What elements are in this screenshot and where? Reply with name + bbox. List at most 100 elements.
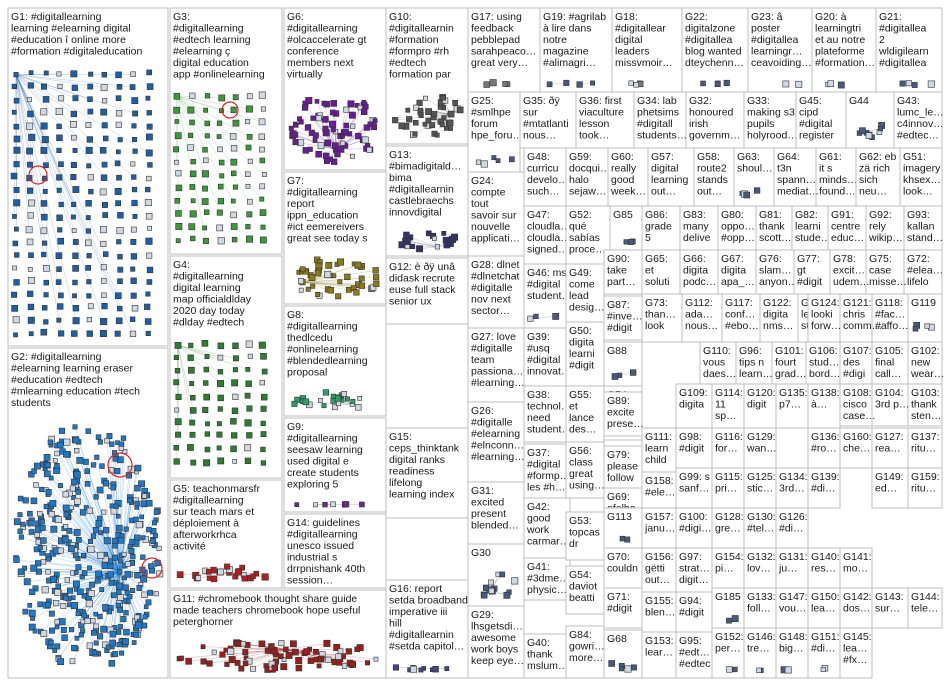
graph-node [247,198,253,205]
cluster-label: G112: ada… nous… [685,297,718,332]
graph-node [27,110,34,118]
graph-node [87,545,95,553]
graph-node [189,119,195,126]
graph-node [820,666,826,672]
cluster-g25: G25: #smlhpe forum hpe_foru… [467,91,523,173]
graph-node [102,555,109,563]
graph-node [72,148,78,153]
graph-node [246,134,253,140]
graph-node [62,491,69,498]
graph-node [784,666,792,674]
cluster-box [603,249,643,295]
graph-node [344,273,351,280]
graph-node [146,110,152,116]
cluster-label: G149: ed… [875,471,904,495]
graph-node [11,291,18,298]
graph-node [40,227,48,235]
cluster-label: G62: eb zä rich sich neu… [859,151,897,198]
graph-node [117,305,123,312]
cluster-g81: G81: thank scott… [755,205,793,251]
graph-node [90,462,97,468]
cluster-g42: G42: good work carmar… [523,497,571,559]
graph-node [52,457,58,463]
cluster-g2: G2: #digitallearning #elearning learning … [7,347,169,679]
cluster-box [759,293,799,343]
graph-node [131,97,139,104]
graph-node [100,174,108,181]
cluster-g63: G63: shoul… [733,147,775,207]
graph-node [101,509,107,515]
graph-node [337,648,344,655]
graph-node [86,330,93,337]
graph-node [117,569,123,575]
graph-node [359,501,365,508]
cluster-box [681,293,723,343]
graph-node [345,286,352,293]
cluster-label: G103: thank sten… [911,387,941,422]
graph-node [362,103,369,110]
cluster-g126: G126: #di… [775,507,809,549]
graph-node [66,527,73,534]
graph-node [129,538,136,545]
graph-node [27,266,33,272]
graph-node [392,664,400,671]
graph-node [239,564,246,571]
cluster-label: G102: new wear… [910,345,944,380]
graph-node [187,444,194,451]
graph-node [11,109,17,115]
cluster-box [523,385,571,443]
cluster-label: G68 [607,633,627,645]
graph-node [84,617,91,625]
graph-node [189,381,195,386]
graph-node [43,279,49,286]
cluster-g106: G106: stud… bord… [805,341,841,385]
graph-node [107,571,114,578]
graph-node [115,110,123,117]
graph-node [134,464,142,472]
cluster-label: G19: #agrilab à lire dans notre magazine #al… [543,11,606,69]
cluster-label: G104: 3rd p… [875,387,909,411]
graph-node [40,559,47,565]
cluster-label: G107: des #digi [843,345,872,380]
cluster-box [807,587,841,629]
cluster-label: G49: come lead desig… [569,267,605,314]
graph-node [527,315,534,322]
cluster-label: G67: digita apa_… [721,253,755,288]
cluster-label: G57: digital learning out… [651,151,689,198]
cluster-box [827,205,867,251]
graph-node [332,404,338,411]
graph-node [106,494,112,500]
graph-node [260,224,266,230]
cluster-g154: G154: pi… [711,547,745,589]
graph-node [189,170,197,178]
graph-node [73,471,81,479]
graph-node [316,663,322,669]
graph-node [315,115,322,122]
graph-node [298,287,304,293]
cluster-g159: G159: ritu… [907,467,943,509]
graph-node [60,602,67,609]
graph-node [27,161,33,168]
graph-node [116,227,124,235]
cluster-g76: G76: slam… anyon… [755,249,798,295]
cluster-box [565,511,605,561]
graph-node [13,199,21,207]
graph-node [23,578,31,586]
cluster-g145: G145: lea… #fx… [839,627,873,679]
graph-node [258,118,266,126]
cluster-g39: G39: #usq #digital innovat… [523,327,571,387]
graph-node [608,660,616,667]
graph-node [146,69,152,76]
graph-node [75,536,82,543]
graph-node [173,93,181,100]
cluster-box [839,627,873,679]
cluster-box [641,471,677,509]
graph-node [224,563,231,570]
graph-node [138,480,145,488]
graph-node [28,133,36,141]
cluster-g49: G49: come lead desig… [565,263,605,323]
graph-node [117,137,123,143]
graph-node [87,303,94,310]
cluster-label: G75: case misse… [869,253,907,288]
cluster-label: G105: final call… [875,345,904,380]
